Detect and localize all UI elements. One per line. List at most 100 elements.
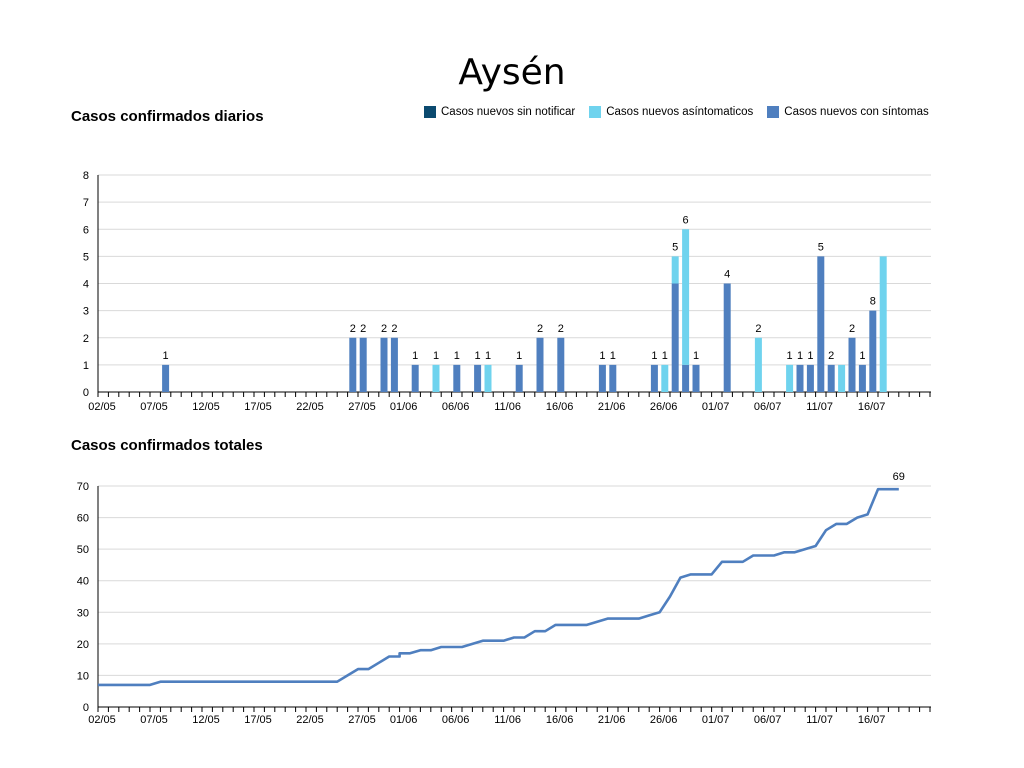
total-y-tick-label: 10 [77,670,89,682]
daily-x-tick-label: 02/05 [88,401,116,413]
total-x-tick-label: 11/06 [494,714,521,726]
legend: Casos nuevos sin notificar Casos nuevos … [424,106,929,118]
total-x-tick-label: 27/05 [348,714,376,726]
bar-sintomas [827,364,835,392]
bar-total-label: 2 [537,323,543,335]
daily-y-tick-label: 5 [83,251,89,263]
bar-sintomas [609,364,617,392]
bar-sintomas [380,337,388,392]
total-x-tick-label: 17/05 [244,714,272,726]
bar-total-label: 1 [599,350,605,362]
bar-total-label: 1 [454,350,460,362]
bar-sintomas [474,364,482,392]
bar-sintomas [557,337,565,392]
bar-total-label: 2 [350,323,356,335]
bar-sintomas [390,337,398,392]
total-y-tick-label: 40 [77,576,89,588]
bar-sintomas [692,364,700,392]
legend-swatch-sin-notificar [424,106,436,118]
bar-total-label: 5 [672,241,678,253]
total-x-tick-label: 06/07 [754,714,782,726]
bar-total-label: 1 [163,350,169,362]
bar-sintomas [848,337,856,392]
total-x-tick-label: 21/06 [598,714,626,726]
total-x-tick-label: 26/06 [650,714,678,726]
bar-sintomas [411,364,419,392]
daily-x-tick-label: 16/07 [858,401,886,413]
bar-total-label: 1 [807,350,813,362]
bar-total-label: 2 [755,323,761,335]
bar-asintomaticos [879,256,887,392]
total-y-tick-label: 30 [77,607,89,619]
bar-sintomas [598,364,606,392]
bar-total-label: 1 [693,350,699,362]
bar-sintomas [806,364,814,392]
daily-x-tick-label: 06/07 [754,401,782,413]
total-x-tick-label: 06/06 [442,714,470,726]
total-end-label: 69 [893,471,905,483]
daily-y-tick-label: 4 [83,279,89,291]
daily-y-tick-label: 3 [83,306,89,318]
bar-sintomas [359,337,367,392]
bar-total-label: 2 [828,350,834,362]
daily-x-tick-label: 17/05 [244,401,272,413]
daily-y-tick-label: 8 [83,170,89,182]
bar-total-label: 8 [870,296,876,308]
bar-sintomas [671,283,679,392]
daily-x-tick-label: 16/06 [546,401,574,413]
bar-total-label: 2 [381,323,387,335]
bar-sintomas [349,337,357,392]
total-x-tick-label: 12/05 [192,714,220,726]
daily-x-tick-label: 21/06 [598,401,626,413]
daily-y-tick-label: 6 [83,224,89,236]
bar-total-label: 6 [683,214,689,226]
legend-item-sin-notificar: Casos nuevos sin notificar [424,106,575,118]
total-y-tick-label: 0 [83,702,89,714]
bar-total-label: 1 [485,350,491,362]
bar-total-label: 1 [651,350,657,362]
bar-total-label: 1 [787,350,793,362]
daily-x-tick-label: 07/05 [140,401,168,413]
bar-total-label: 4 [724,269,730,281]
total-x-tick-label: 01/06 [390,714,418,726]
bar-total-label: 1 [797,350,803,362]
bar-asintomaticos [432,364,440,392]
bar-total-label: 1 [475,350,481,362]
daily-x-tick-label: 22/05 [296,401,324,413]
daily-x-tick-label: 01/07 [702,401,730,413]
bar-asintomaticos [671,256,679,284]
total-x-tick-label: 16/07 [858,714,886,726]
total-y-tick-label: 60 [77,513,89,525]
total-y-tick-label: 50 [77,544,89,556]
total-x-tick-label: 07/05 [140,714,168,726]
bar-sintomas [453,364,461,392]
bar-total-label: 1 [859,350,865,362]
bar-sintomas [650,364,658,392]
total-x-tick-label: 22/05 [296,714,324,726]
daily-x-tick-label: 27/05 [348,401,376,413]
bar-total-label: 2 [558,323,564,335]
page-title: Aysén [458,52,566,93]
daily-y-tick-label: 1 [83,360,89,372]
legend-swatch-asintomaticos [589,106,602,118]
daily-y-tick-label: 7 [83,197,89,209]
daily-y-tick-label: 2 [83,333,89,345]
legend-label-sin-notificar: Casos nuevos sin notificar [441,106,576,118]
legend-swatch-sintomas [767,106,780,118]
bar-sintomas [536,337,544,392]
daily-x-tick-label: 01/06 [390,401,418,413]
bar-asintomaticos [786,364,794,392]
daily-x-tick-label: 26/06 [650,401,678,413]
bar-asintomaticos [484,364,492,392]
bar-asintomaticos [682,229,690,365]
bar-sintomas [515,364,523,392]
daily-x-tick-label: 12/05 [192,401,220,413]
bar-total-label: 1 [610,350,616,362]
bar-asintomaticos [661,364,669,392]
total-x-tick-label: 01/07 [702,714,730,726]
total-x-tick-label: 11/07 [806,714,833,726]
bar-total-label: 2 [849,323,855,335]
bar-total-label: 1 [433,350,439,362]
legend-label-sintomas: Casos nuevos con síntomas [784,106,929,118]
bar-sintomas [723,283,731,392]
